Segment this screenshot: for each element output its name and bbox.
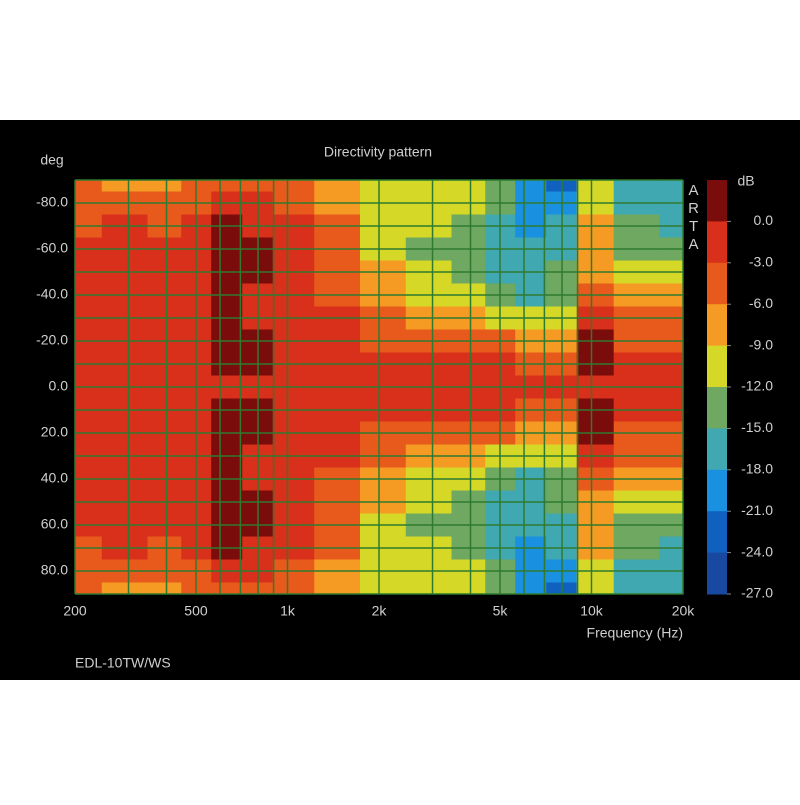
colorbar-tick-label: -12.0 [741, 378, 773, 394]
x-tick-label: 5k [493, 603, 509, 619]
heat-cell [576, 582, 615, 595]
heat-cell [451, 180, 486, 192]
heat-cell [211, 180, 243, 192]
heat-cell [272, 180, 315, 192]
colorbar-label: dB [737, 173, 754, 189]
colorbar-tick-label: -21.0 [741, 502, 773, 518]
y-tick-label: 40.0 [41, 470, 68, 486]
heat-cell [360, 582, 407, 595]
colorbar-swatch [707, 552, 727, 595]
y-tick-label: 80.0 [41, 562, 68, 578]
y-tick-label: -20.0 [36, 332, 68, 348]
colorbar-swatch [707, 221, 727, 264]
heat-cell [405, 180, 453, 192]
chart-title: Directivity pattern [324, 144, 432, 160]
y-tick-label: -40.0 [36, 286, 68, 302]
colorbar-swatch [707, 428, 727, 471]
x-tick-label: 200 [63, 603, 87, 619]
heat-cell [314, 582, 361, 595]
footer: EDL-10TW/WS [75, 655, 171, 671]
y-tick-label: -80.0 [36, 194, 68, 210]
colorbar-swatch [707, 345, 727, 388]
x-tick-label: 500 [184, 603, 208, 619]
colorbar-swatch [707, 180, 727, 222]
colorbar-tick-label: -9.0 [749, 336, 773, 352]
colorbar-tick-label: -18.0 [741, 461, 773, 477]
colorbar-tick-label: -15.0 [741, 419, 773, 435]
heat-cell [75, 180, 103, 192]
colorbar-tick-label: -24.0 [741, 543, 773, 559]
x-tick-label: 10k [580, 603, 604, 619]
y-tick-label: 0.0 [49, 378, 69, 394]
heat-cell [360, 180, 407, 192]
y-axis-label: deg [40, 152, 63, 168]
heat-cell [405, 582, 453, 595]
x-tick-label: 20k [672, 603, 696, 619]
heat-cell [147, 582, 182, 595]
watermark: ARTA [685, 182, 702, 254]
y-tick-label: -60.0 [36, 240, 68, 256]
x-axis-label: Frequency (Hz) [587, 625, 683, 641]
heat-cell [613, 180, 660, 192]
x-tick-label: 2k [372, 603, 388, 619]
heat-cell [659, 582, 684, 595]
colorbar-swatch [707, 262, 727, 305]
heat-cell [211, 582, 243, 595]
colorbar-swatch [707, 387, 727, 429]
colorbar-swatch [707, 469, 727, 512]
heat-cell [613, 582, 660, 595]
colorbar-tick-label: -27.0 [741, 585, 773, 601]
colorbar-tick-label: 0.0 [754, 212, 774, 228]
heat-cell [272, 582, 315, 595]
colorbar-tick-label: -3.0 [749, 254, 773, 270]
heat-cell [576, 180, 615, 192]
heat-cell [515, 582, 547, 595]
heat-cell [451, 582, 486, 595]
y-tick-label: 20.0 [41, 424, 68, 440]
heat-cell [515, 180, 547, 192]
colorbar-swatch [707, 511, 727, 554]
heat-cell [147, 180, 182, 192]
x-tick-label: 1k [280, 603, 296, 619]
heat-cell [101, 180, 149, 192]
colorbar-tick-label: -6.0 [749, 295, 773, 311]
heat-cell [314, 180, 361, 192]
heat-cell [75, 582, 103, 595]
heat-cell [101, 582, 149, 595]
heat-cell [659, 180, 684, 192]
y-tick-label: 60.0 [41, 516, 68, 532]
colorbar-swatch [707, 304, 727, 347]
